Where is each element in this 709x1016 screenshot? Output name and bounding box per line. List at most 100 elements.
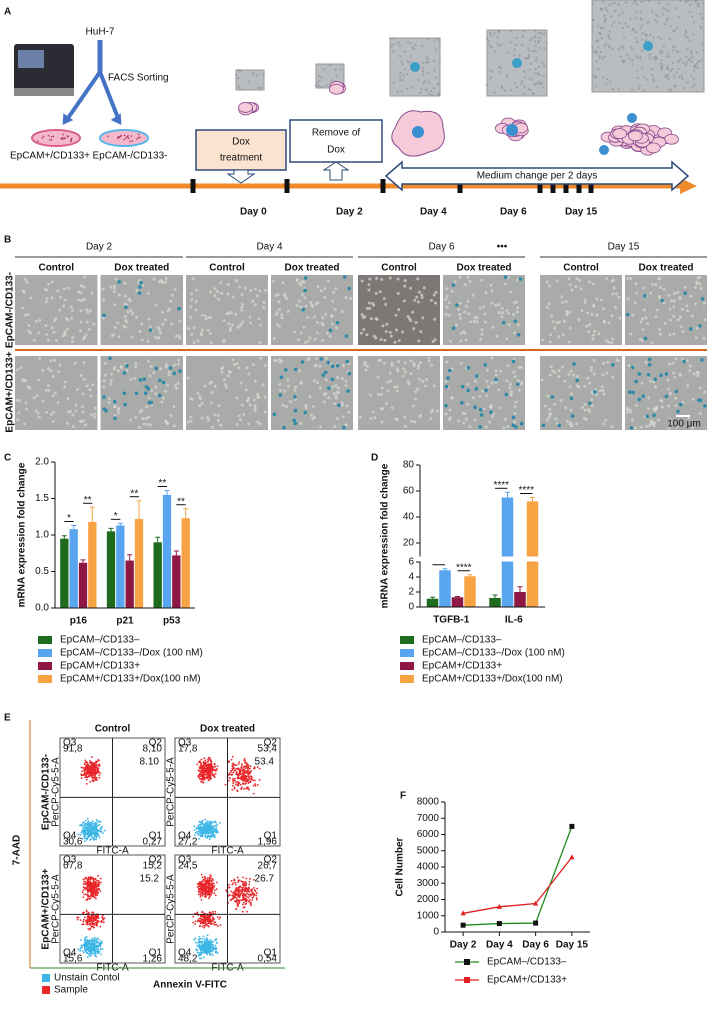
cell-texture — [134, 362, 138, 366]
event-dot — [203, 920, 205, 923]
event-dot — [97, 770, 100, 773]
cell-texture — [259, 356, 263, 360]
cell-texture — [678, 373, 682, 377]
event-dot — [210, 875, 212, 877]
event-dot — [241, 778, 244, 781]
event-dot — [205, 939, 208, 942]
cell-texture — [191, 277, 195, 281]
quadrant-value: 1,26 — [143, 954, 163, 965]
cell-texture — [190, 298, 194, 302]
cell-texture — [478, 394, 482, 398]
bar — [153, 542, 162, 608]
event-dot — [211, 910, 214, 913]
event-dot — [92, 877, 95, 880]
cell-texture — [196, 392, 200, 396]
cell-texture — [409, 372, 413, 376]
cell-texture — [280, 313, 284, 317]
cell-texture — [506, 276, 510, 280]
event-dot — [84, 887, 87, 890]
sa-bgal-stain — [108, 356, 112, 361]
cell-texture — [209, 290, 213, 294]
event-dot — [237, 900, 240, 902]
cell-texture — [523, 85, 526, 88]
cell-texture — [334, 384, 338, 388]
event-dot — [208, 876, 211, 879]
cell-texture — [321, 339, 325, 343]
cell-texture — [678, 297, 682, 301]
cell-texture — [421, 67, 425, 70]
micrograph — [443, 275, 525, 345]
group-label: EpCAM-/CD133- — [92, 151, 167, 162]
sa-bgal-stain — [688, 327, 693, 331]
cell-texture — [417, 290, 421, 294]
event-dot — [213, 923, 216, 926]
cell-texture — [635, 291, 639, 295]
cell-texture — [639, 27, 643, 30]
sa-bgal-stain — [703, 404, 707, 408]
cell-texture — [317, 84, 321, 88]
cell-texture — [247, 80, 250, 84]
sa-bgal-stain — [293, 395, 297, 399]
event-dot — [211, 885, 214, 888]
event-dot — [200, 769, 203, 772]
event-dot — [92, 892, 95, 895]
cell-texture — [531, 92, 534, 96]
significance: **** — [456, 562, 472, 573]
cell-texture — [634, 0, 637, 3]
cell-texture — [528, 68, 531, 72]
cell-texture — [75, 388, 79, 392]
cell-texture — [639, 18, 642, 21]
cell-texture — [651, 10, 654, 13]
event-dot — [202, 890, 205, 893]
event-dot — [218, 917, 221, 920]
cell-texture — [640, 381, 644, 385]
cell-texture — [432, 384, 436, 388]
legend-swatch — [38, 662, 52, 670]
cell-texture — [380, 420, 384, 424]
sa-bgal-stain — [139, 280, 143, 285]
event-dot — [252, 784, 255, 787]
event-dot — [198, 766, 201, 768]
sa-bgal-stain — [342, 275, 347, 279]
sa-bgal-stain — [647, 362, 652, 367]
event-dot — [202, 770, 205, 773]
event-dot — [207, 821, 210, 823]
event-dot — [231, 883, 234, 886]
cell-texture — [372, 334, 376, 338]
event-dot — [207, 920, 210, 923]
cell-texture — [153, 335, 157, 339]
sa-bgal-stain — [446, 376, 450, 380]
cell-texture — [436, 38, 440, 41]
event-dot — [210, 939, 212, 941]
event-dot — [252, 896, 255, 899]
sa-bgal-stain — [634, 379, 638, 384]
cell-texture — [137, 425, 141, 429]
cell-texture — [490, 356, 494, 360]
cell-texture — [257, 86, 260, 89]
cell-texture — [595, 313, 599, 317]
day-header: Day 15 — [608, 242, 640, 253]
cell-texture — [591, 2, 594, 6]
cell-texture — [548, 333, 552, 337]
cell-texture — [112, 290, 116, 294]
event-dot — [232, 897, 234, 900]
event-dot — [230, 758, 233, 761]
cell-texture — [696, 374, 700, 378]
event-dot — [245, 787, 247, 790]
cell-texture — [611, 87, 615, 91]
cell-texture — [112, 405, 116, 409]
event-dot — [198, 946, 201, 949]
bar — [106, 531, 116, 608]
event-dot — [212, 922, 214, 925]
condition-label: Control — [381, 263, 417, 274]
event-dot — [204, 825, 207, 828]
panel-label: F — [400, 791, 406, 802]
cell-texture — [235, 362, 239, 366]
event-dot — [199, 896, 202, 898]
cell-texture — [365, 307, 369, 311]
cell-texture — [459, 339, 463, 343]
cell-texture — [551, 369, 555, 373]
event-dot — [95, 836, 98, 839]
cell-texture — [418, 377, 422, 381]
